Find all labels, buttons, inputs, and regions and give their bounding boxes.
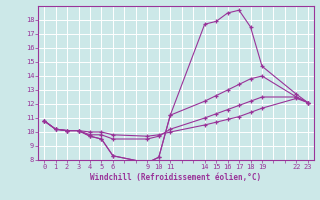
X-axis label: Windchill (Refroidissement éolien,°C): Windchill (Refroidissement éolien,°C) [91,173,261,182]
